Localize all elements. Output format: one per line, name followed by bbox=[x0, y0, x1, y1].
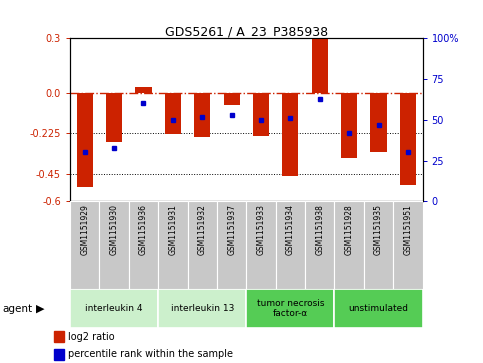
Text: interleukin 4: interleukin 4 bbox=[85, 304, 143, 313]
Bar bbox=[312, 39, 328, 93]
Bar bbox=[99, 201, 129, 289]
Bar bbox=[106, 93, 122, 142]
Bar bbox=[54, 348, 64, 359]
Bar bbox=[283, 93, 298, 176]
Bar bbox=[224, 93, 240, 105]
Bar bbox=[393, 201, 423, 289]
Bar bbox=[305, 201, 335, 289]
Bar bbox=[158, 289, 246, 328]
Text: ▶: ▶ bbox=[36, 303, 44, 314]
Text: GSM1151928: GSM1151928 bbox=[345, 204, 354, 255]
Bar bbox=[158, 201, 187, 289]
Text: GSM1151930: GSM1151930 bbox=[110, 204, 119, 255]
Bar bbox=[246, 201, 276, 289]
Bar bbox=[334, 201, 364, 289]
Text: GSM1151938: GSM1151938 bbox=[315, 204, 324, 255]
Bar bbox=[370, 93, 386, 152]
Bar bbox=[217, 201, 246, 289]
Bar bbox=[54, 331, 64, 342]
Bar bbox=[246, 289, 334, 328]
Text: log2 ratio: log2 ratio bbox=[68, 332, 114, 342]
Text: tumor necrosis
factor-α: tumor necrosis factor-α bbox=[256, 299, 324, 318]
Text: GSM1151936: GSM1151936 bbox=[139, 204, 148, 255]
Text: interleukin 13: interleukin 13 bbox=[170, 304, 234, 313]
Text: GSM1151937: GSM1151937 bbox=[227, 204, 236, 255]
Bar bbox=[70, 201, 99, 289]
Text: percentile rank within the sample: percentile rank within the sample bbox=[68, 349, 233, 359]
Text: GSM1151951: GSM1151951 bbox=[403, 204, 412, 255]
Bar bbox=[400, 93, 416, 185]
Bar bbox=[187, 201, 217, 289]
Text: GSM1151931: GSM1151931 bbox=[169, 204, 177, 255]
Text: agent: agent bbox=[2, 303, 32, 314]
Text: GSM1151933: GSM1151933 bbox=[256, 204, 266, 255]
Bar bbox=[276, 201, 305, 289]
Bar bbox=[77, 93, 93, 187]
Bar bbox=[364, 201, 393, 289]
Bar bbox=[129, 201, 158, 289]
Bar bbox=[253, 93, 269, 136]
Bar bbox=[341, 93, 357, 158]
Bar bbox=[334, 289, 423, 328]
Bar bbox=[194, 93, 210, 137]
Bar bbox=[165, 93, 181, 134]
Bar bbox=[135, 87, 152, 93]
Text: GSM1151929: GSM1151929 bbox=[80, 204, 89, 255]
Text: GSM1151935: GSM1151935 bbox=[374, 204, 383, 255]
Text: GSM1151934: GSM1151934 bbox=[286, 204, 295, 255]
Text: GSM1151932: GSM1151932 bbox=[198, 204, 207, 255]
Title: GDS5261 / A_23_P385938: GDS5261 / A_23_P385938 bbox=[165, 25, 328, 38]
Text: unstimulated: unstimulated bbox=[349, 304, 409, 313]
Bar bbox=[70, 289, 158, 328]
